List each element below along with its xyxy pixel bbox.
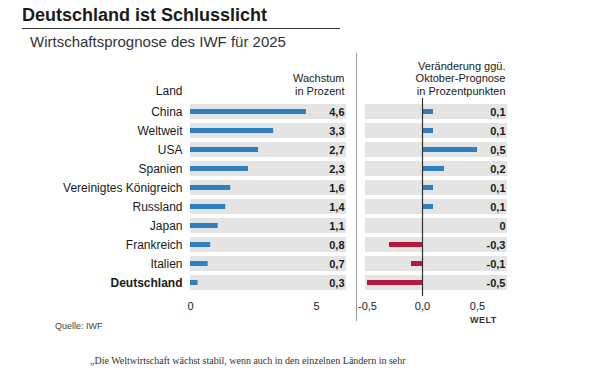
svg-text:Veränderung ggü.Oktober-Progno: Veränderung ggü.Oktober-Prognosein Proze… [416, 60, 506, 96]
svg-text:Frankreich: Frankreich [126, 238, 183, 252]
svg-text:1,1: 1,1 [329, 220, 344, 232]
svg-text:0,1: 0,1 [490, 201, 505, 213]
svg-text:0,3: 0,3 [329, 277, 344, 289]
svg-text:1,4: 1,4 [329, 201, 345, 213]
svg-text:-0,5: -0,5 [358, 300, 377, 312]
html-text:„Die Weltwirtschaft wächst sta: „Die Weltwirtschaft wächst stabil, wenn … [90, 355, 406, 366]
svg-text:0: 0 [499, 220, 505, 232]
svg-text:Vereinigtes Königreich: Vereinigtes Königreich [63, 181, 182, 195]
svg-text:-0,5: -0,5 [487, 277, 506, 289]
svg-text:USA: USA [158, 143, 183, 157]
svg-text:Wachstumin Prozent: Wachstumin Prozent [293, 72, 345, 96]
html-text:Deutschland ist Schlusslicht: Deutschland ist Schlusslicht [22, 5, 268, 25]
svg-text:0,1: 0,1 [490, 182, 505, 194]
svg-text:2,7: 2,7 [329, 144, 344, 156]
svg-text:0,7: 0,7 [329, 258, 344, 270]
svg-text:5: 5 [313, 300, 319, 312]
html-text:WELT: WELT [470, 315, 497, 325]
svg-text:0,1: 0,1 [490, 106, 505, 118]
svg-text:Japan: Japan [150, 219, 183, 233]
svg-text:0,8: 0,8 [329, 239, 344, 251]
svg-text:Russland: Russland [132, 200, 182, 214]
svg-text:Italien: Italien [150, 257, 182, 271]
html-text:Quelle: IWF: Quelle: IWF [55, 321, 103, 331]
svg-text:Land: Land [156, 84, 183, 98]
svg-text:0,5: 0,5 [490, 144, 505, 156]
svg-text:0,2: 0,2 [490, 163, 505, 175]
svg-text:2,3: 2,3 [329, 163, 344, 175]
svg-text:-0,1: -0,1 [487, 258, 506, 270]
svg-text:Spanien: Spanien [138, 162, 182, 176]
svg-text:4,6: 4,6 [329, 106, 344, 118]
svg-text:China: China [151, 105, 183, 119]
svg-text:0: 0 [187, 300, 193, 312]
svg-text:0,1: 0,1 [490, 125, 505, 137]
html-text:Wirtschaftsprognose des IWF fü: Wirtschaftsprognose des IWF für 2025 [30, 33, 286, 50]
svg-text:0,0: 0,0 [415, 300, 430, 312]
svg-text:3,3: 3,3 [329, 125, 344, 137]
svg-text:1,6: 1,6 [329, 182, 344, 194]
svg-text:0,5: 0,5 [470, 300, 485, 312]
svg-text:-0,3: -0,3 [487, 239, 506, 251]
svg-text:Weltweit: Weltweit [137, 124, 183, 138]
svg-text:Deutschland: Deutschland [110, 276, 182, 290]
